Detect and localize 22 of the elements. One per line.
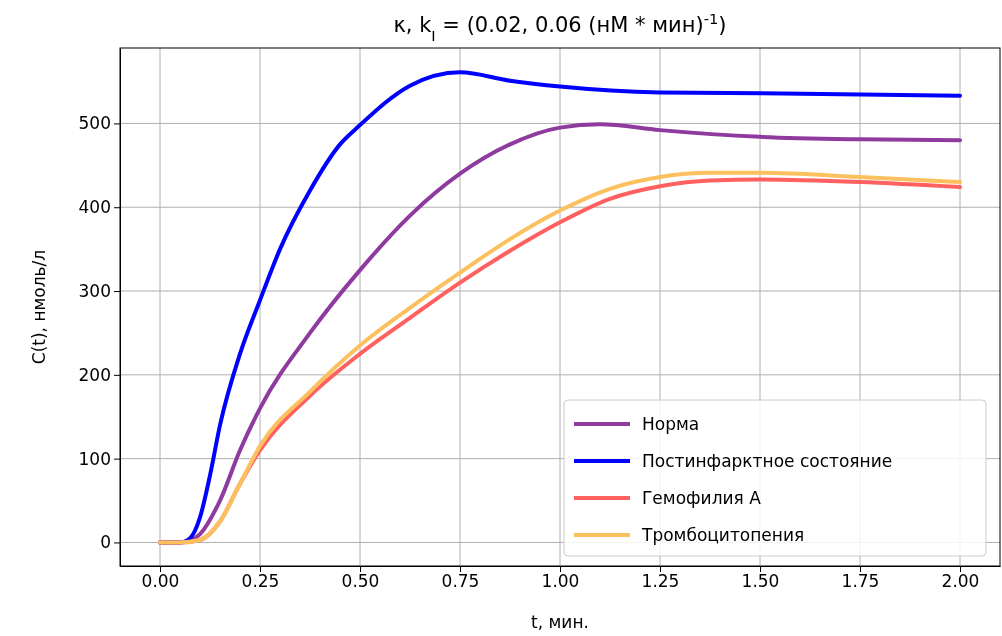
y-tick-label: 100 [78, 448, 111, 469]
x-tick-label: 0.75 [441, 571, 480, 592]
y-tick-label: 0 [100, 532, 111, 553]
y-tick-label: 400 [78, 197, 111, 218]
y-tick-label: 300 [78, 280, 111, 301]
x-tick-label: 0.50 [341, 571, 380, 592]
x-axis-title: t, мин. [531, 612, 589, 632]
legend-label: Постинфарктное состояние [642, 451, 893, 471]
x-tick-label: 1.75 [841, 571, 880, 592]
legend-label: Тромбоцитопения [641, 525, 805, 545]
legend-label: Норма [642, 414, 700, 434]
x-tick-label: 1.50 [741, 571, 780, 592]
x-tick-label: 1.25 [641, 571, 680, 592]
y-tick-label: 500 [78, 113, 111, 134]
x-tick-label: 1.00 [541, 571, 580, 592]
x-tick-label: 2.00 [941, 571, 980, 592]
chart-title: κ, k$_{I}$ = (0.02, 0.06 (нМ * мин)$^{-1}$) [393, 9, 727, 44]
legend-label: Гемофилия А [642, 488, 762, 508]
y-axis-title: C(t), нмоль/л [29, 249, 49, 365]
x-tick-label: 0.00 [141, 571, 180, 592]
x-tick-label: 0.25 [241, 571, 280, 592]
y-tick-label: 200 [78, 364, 111, 385]
